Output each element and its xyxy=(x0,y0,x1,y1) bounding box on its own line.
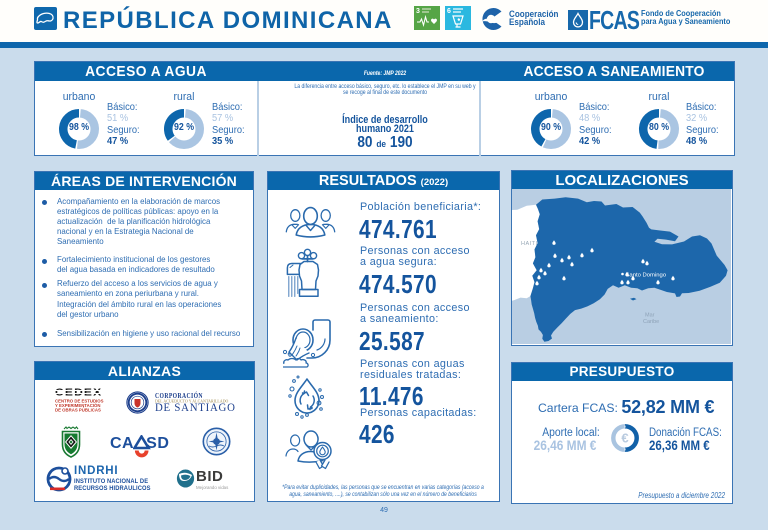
svg-text:Santo Domingo: Santo Domingo xyxy=(626,272,667,278)
svg-text:6: 6 xyxy=(447,8,451,15)
svg-text:€: € xyxy=(621,431,628,446)
svg-text:Caribe: Caribe xyxy=(643,319,659,325)
svg-text:Mar: Mar xyxy=(645,313,655,319)
svg-text:HAITI: HAITI xyxy=(521,241,538,247)
svg-text:3: 3 xyxy=(416,8,420,15)
